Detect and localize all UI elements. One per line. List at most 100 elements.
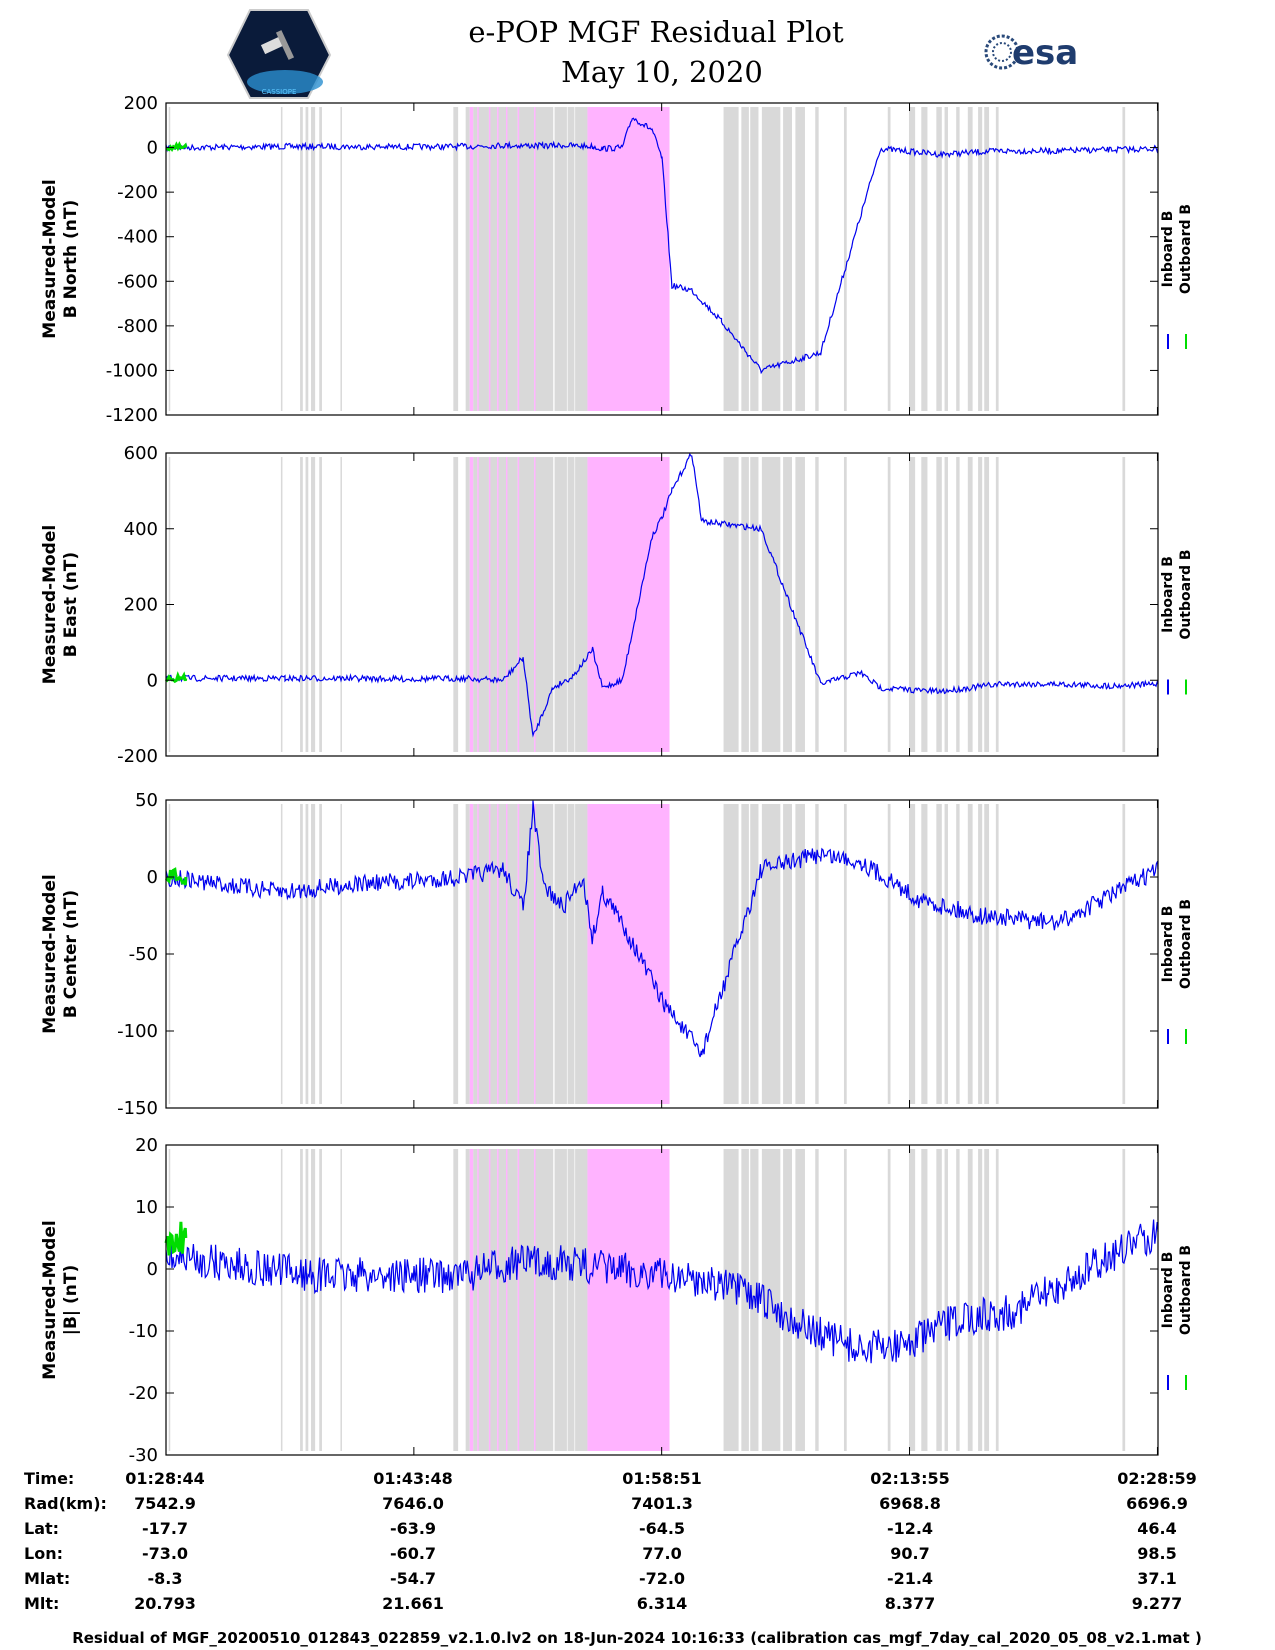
plot-date: May 10, 2020 bbox=[561, 55, 763, 89]
gray-interval-band bbox=[567, 107, 575, 411]
gray-interval-band bbox=[305, 804, 309, 1104]
gray-interval-band bbox=[305, 457, 309, 752]
gray-interval-band bbox=[887, 1149, 891, 1451]
y-tick-label: -150 bbox=[117, 1098, 158, 1119]
pink-interval-band bbox=[587, 457, 670, 752]
gray-interval-band bbox=[477, 457, 489, 752]
row-label-lat: Lat: bbox=[24, 1519, 59, 1538]
esa-logo: esa bbox=[984, 33, 1078, 73]
gray-interval-band bbox=[311, 457, 316, 752]
gray-interval-band bbox=[795, 804, 805, 1104]
gray-interval-band bbox=[843, 107, 847, 411]
gray-interval-band bbox=[575, 457, 588, 752]
gray-interval-band bbox=[305, 1149, 309, 1451]
pink-interval-band bbox=[506, 457, 508, 752]
gray-interval-band bbox=[956, 804, 960, 1104]
gray-interval-band bbox=[507, 457, 518, 752]
gray-interval-band bbox=[497, 457, 507, 752]
outboard-b-series bbox=[164, 1221, 188, 1256]
table-cell: -17.7 bbox=[142, 1519, 188, 1538]
gray-interval-band bbox=[815, 1149, 819, 1451]
table-cell: 98.5 bbox=[1137, 1544, 1176, 1563]
gray-interval-band bbox=[723, 457, 739, 752]
gray-interval-band bbox=[280, 107, 283, 411]
gray-interval-band bbox=[554, 107, 567, 411]
gray-interval-band bbox=[567, 457, 575, 752]
pink-interval-band bbox=[497, 1149, 499, 1451]
pink-interval-band bbox=[587, 1149, 670, 1451]
y-tick-label: -50 bbox=[129, 944, 158, 965]
y-tick-label: -1000 bbox=[106, 360, 158, 381]
gray-interval-band bbox=[995, 804, 999, 1104]
table-cell: 6696.9 bbox=[1126, 1494, 1188, 1513]
gray-interval-band bbox=[168, 107, 171, 411]
gray-interval-band bbox=[887, 457, 891, 752]
gray-interval-band bbox=[280, 1149, 283, 1451]
gray-interval-band bbox=[921, 1149, 928, 1451]
gray-interval-band bbox=[477, 804, 489, 1104]
gray-interval-band bbox=[1122, 1149, 1126, 1451]
gray-interval-band bbox=[723, 1149, 739, 1451]
gray-interval-band bbox=[453, 107, 459, 411]
y-tick-label: 200 bbox=[124, 93, 158, 114]
pink-interval-band bbox=[517, 107, 520, 411]
gray-interval-band bbox=[795, 457, 805, 752]
pink-interval-band bbox=[488, 804, 491, 1104]
y-tick-label: -100 bbox=[117, 1021, 158, 1042]
inboard-b-series bbox=[165, 1219, 1159, 1364]
y-tick-label: 0 bbox=[147, 867, 158, 888]
gray-interval-band bbox=[956, 1149, 960, 1451]
table-cell: 46.4 bbox=[1137, 1519, 1176, 1538]
gray-interval-band bbox=[319, 457, 322, 752]
gray-interval-band bbox=[1122, 457, 1126, 752]
gray-interval-band bbox=[477, 1149, 489, 1451]
gray-interval-band bbox=[519, 804, 535, 1104]
gray-interval-band bbox=[554, 804, 567, 1104]
y-tick-label: -200 bbox=[117, 182, 158, 203]
gray-interval-band bbox=[750, 107, 759, 411]
gray-interval-band bbox=[1122, 107, 1126, 411]
y-axis-label-line2: B Center (nT) bbox=[61, 890, 81, 1018]
gray-interval-band bbox=[497, 804, 507, 1104]
gray-interval-band bbox=[300, 457, 303, 752]
table-cell: 6.314 bbox=[637, 1594, 688, 1613]
gray-interval-band bbox=[741, 107, 749, 411]
gray-interval-band bbox=[489, 1149, 498, 1451]
y-axis-label-line1: Measured-Model bbox=[40, 525, 60, 684]
y-axis-label-line1: Measured-Model bbox=[40, 1220, 60, 1379]
gray-interval-band bbox=[761, 457, 781, 752]
gray-interval-band bbox=[741, 804, 749, 1104]
gray-interval-band bbox=[489, 804, 498, 1104]
gray-interval-band bbox=[936, 1149, 942, 1451]
pink-interval-band bbox=[477, 804, 479, 1104]
gray-interval-band bbox=[340, 457, 342, 752]
outboard-b-series bbox=[164, 671, 188, 684]
gray-interval-band bbox=[978, 107, 983, 411]
gray-interval-band bbox=[984, 457, 990, 752]
gray-interval-band bbox=[519, 107, 535, 411]
gray-interval-band bbox=[497, 1149, 507, 1451]
gray-interval-band bbox=[300, 804, 303, 1104]
gray-interval-band bbox=[795, 1149, 805, 1451]
panel-b-north: 200 0 -200 -400 -600 -800 -1000 -1200 Measured-M… bbox=[40, 93, 1194, 426]
gray-interval-band bbox=[534, 804, 554, 1104]
gray-interval-band bbox=[944, 804, 948, 1104]
table-column: 02:13:55 6968.8 -12.4 90.7 -21.4 8.377 bbox=[870, 1469, 950, 1613]
gray-interval-band bbox=[750, 457, 759, 752]
gray-interval-band bbox=[783, 804, 792, 1104]
pink-interval-band bbox=[517, 1149, 520, 1451]
row-label-mlt: Mlt: bbox=[24, 1594, 59, 1613]
gray-interval-band bbox=[473, 1149, 478, 1451]
y-tick-label: 10 bbox=[135, 1197, 158, 1218]
gray-interval-band bbox=[534, 107, 554, 411]
gray-interval-band bbox=[311, 107, 316, 411]
gray-interval-band bbox=[507, 1149, 518, 1451]
table-cell: 37.1 bbox=[1137, 1569, 1176, 1588]
gray-interval-band bbox=[477, 107, 489, 411]
gray-interval-band bbox=[944, 457, 948, 752]
gray-interval-band bbox=[453, 1149, 459, 1451]
gray-interval-band bbox=[936, 804, 942, 1104]
gray-interval-band bbox=[575, 1149, 588, 1451]
gray-interval-band bbox=[453, 804, 459, 1104]
pink-interval-band bbox=[587, 804, 670, 1104]
